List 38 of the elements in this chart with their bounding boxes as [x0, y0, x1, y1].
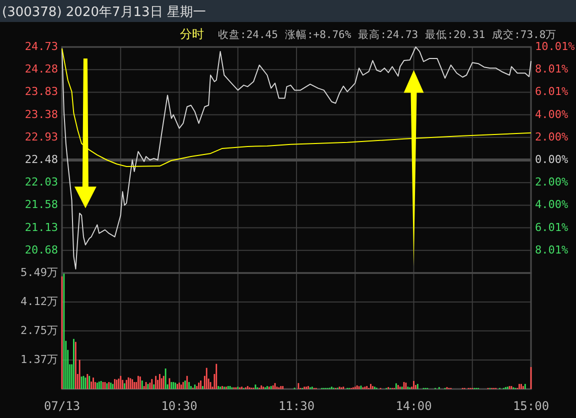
y2-tick-label: 8.01% — [535, 62, 568, 76]
x-tick-label: 14:00 — [396, 399, 432, 413]
text: 涨幅:+8.76% — [284, 29, 352, 41]
y2-tick-label: 2.00% — [535, 130, 568, 144]
y-tick-label: 2.75万 — [20, 324, 58, 337]
y-tick-label: 22.48 — [24, 153, 58, 166]
text: 成交:73.8万 — [492, 28, 557, 41]
y2-tick-label: 6.01% — [535, 85, 568, 98]
line-series — [62, 46, 532, 270]
y-tick-label: 24.73 — [24, 40, 58, 54]
y2-tick-label: 10.01% — [535, 40, 576, 54]
x-tick-label: 11:30 — [278, 399, 315, 413]
y-tick-label: 5.49万 — [20, 266, 58, 280]
y2-tick-label: 6.01% — [535, 220, 568, 234]
y2-tick-label: 4.00% — [535, 108, 568, 121]
x-tick-label: 10:30 — [161, 399, 198, 413]
y2-tick-label: 8.01% — [535, 243, 568, 256]
text: 收盘:24.45 — [218, 29, 278, 41]
chart-subtitle: 分时 — [180, 27, 204, 41]
y-tick-label: 22.03 — [24, 176, 58, 189]
y-tick-label: 1.37万 — [20, 353, 58, 366]
y-tick-label: 22.93 — [24, 130, 58, 144]
y2-tick-label: 2.00% — [535, 176, 568, 189]
y2-tick-label: 0.00% — [535, 153, 568, 166]
y-tick-label: 21.58 — [24, 198, 58, 212]
y-tick-label: 23.38 — [24, 108, 58, 121]
y-tick-label: 4.12万 — [20, 294, 58, 308]
line-series — [62, 48, 532, 168]
y-tick-label: 23.83 — [24, 85, 58, 98]
y-tick-label: 21.13 — [24, 220, 58, 234]
x-tick-label: 15:00 — [512, 399, 550, 413]
x-tick-label: 07/13 — [44, 399, 80, 413]
chart-title: (300378) 2020年7月13日 星期一 — [2, 5, 206, 20]
y2-tick-label: 4.00% — [535, 198, 568, 212]
text: 最低:20.31 — [425, 29, 486, 41]
y-tick-label: 24.28 — [24, 62, 58, 76]
y-tick-label: 20.68 — [24, 243, 58, 256]
text: 最高:24.73 — [358, 28, 418, 41]
